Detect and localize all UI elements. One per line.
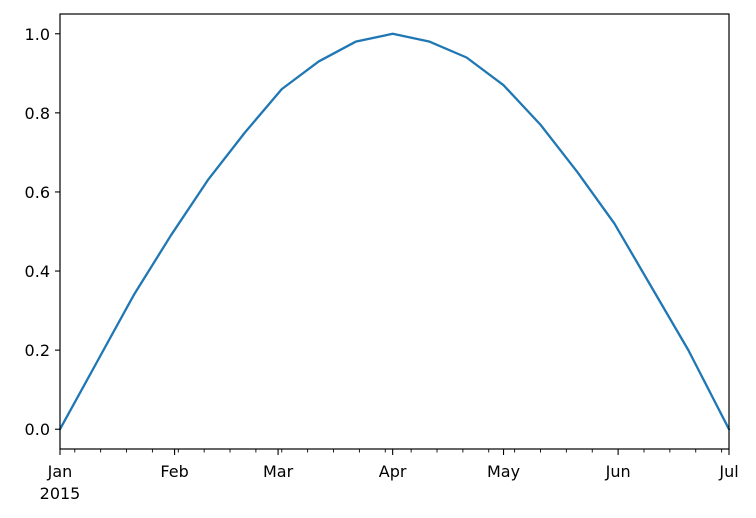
plot-area [58,32,731,431]
x-tick-label: May [487,462,520,481]
series-line-sin [58,32,731,431]
y-tick-label: 0.4 [25,262,50,281]
y-tick-label: 0.2 [25,341,50,360]
x-tick-label: Jan [47,462,73,481]
x-tick-label: Apr [379,462,407,481]
x-tick-label: Jul [718,462,738,481]
x-tick-sublabel: 2015 [40,484,81,503]
plot-frame [59,13,730,450]
x-tick-label: Feb [160,462,188,481]
x-tick-label: Mar [263,462,294,481]
y-tick-label: 0.8 [25,104,50,123]
axes: 0.0 0.2 0.4 0.6 0.8 1.0 Jan 2015 Feb Mar Apr May Jun… [25,13,739,503]
y-tick-label: 0.0 [25,420,50,439]
x-tick-label: Jun [605,462,631,481]
y-tick-label: 0.6 [25,183,50,202]
y-tick-label: 1.0 [25,25,50,44]
